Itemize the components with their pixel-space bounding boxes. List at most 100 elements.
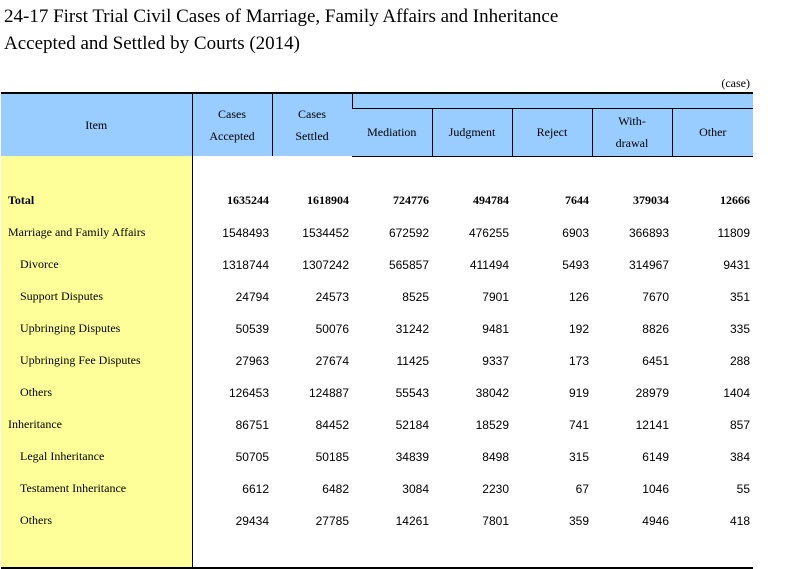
cell-mediation: 34839 — [395, 449, 429, 464]
header-withdrawal: With-drawal — [591, 108, 672, 157]
header-reject: Reject — [511, 108, 592, 157]
spacer-row-top — [1, 156, 753, 185]
cell-settled: 50185 — [315, 449, 349, 464]
cell-withdrawal: 314967 — [628, 257, 669, 272]
table-row: Divorce 1318744 1307242 565857 411494 5493 314… — [1, 248, 753, 281]
cell-other: 288 — [730, 353, 751, 368]
header-mediation: Mediation — [352, 108, 432, 157]
cell-judgment: 494784 — [473, 193, 509, 207]
cell-accepted: 1635244 — [227, 193, 269, 207]
cell-mediation: 3084 — [402, 481, 429, 496]
cell-withdrawal: 7670 — [642, 289, 669, 304]
cell-accepted: 1318744 — [222, 257, 269, 272]
cell-withdrawal: 6451 — [642, 353, 669, 368]
cell-settled: 1618904 — [307, 193, 349, 207]
cell-withdrawal: 379034 — [633, 193, 669, 207]
cell-accepted: 126453 — [228, 385, 269, 400]
cell-judgment: 7901 — [482, 289, 509, 304]
cell-settled: 84452 — [315, 417, 349, 432]
cell-judgment: 411494 — [469, 257, 509, 272]
cell-accepted: 50705 — [235, 449, 269, 464]
cell-withdrawal: 366893 — [628, 225, 669, 240]
cell-settled: 124887 — [308, 385, 349, 400]
cell-reject: 192 — [568, 321, 589, 336]
header-judgment: Judgment — [431, 108, 512, 157]
cell-other: 418 — [730, 513, 751, 528]
row-item-label: Others — [1, 504, 193, 537]
cell-reject: 919 — [568, 385, 589, 400]
cell-mediation: 672592 — [388, 225, 429, 240]
table-row: Inheritance 86751 84452 52184 18529 741 12141 8… — [1, 408, 753, 441]
cell-accepted: 6612 — [242, 481, 269, 496]
cell-withdrawal: 28979 — [635, 385, 669, 400]
cases-table: Item Cases Accepted Cases Settled Mediatio… — [1, 92, 754, 569]
cell-other: 335 — [730, 321, 751, 336]
cell-judgment: 8498 — [482, 449, 509, 464]
cell-mediation: 52184 — [395, 417, 429, 432]
header-cases-accepted: Cases Accepted — [191, 92, 272, 156]
cell-reject: 173 — [568, 353, 589, 368]
cell-settled: 1534452 — [302, 225, 349, 240]
table-title-line-1: 24-17 First Trial Civil Cases of Marriag… — [4, 6, 559, 27]
cell-judgment: 18529 — [475, 417, 509, 432]
cell-reject: 7644 — [565, 193, 589, 207]
cell-accepted: 86751 — [235, 417, 269, 432]
total-row: Total 1635244 1618904 724776 494784 7644 37903… — [1, 184, 753, 217]
cell-mediation: 14261 — [395, 513, 429, 528]
cell-other: 1404 — [723, 385, 751, 400]
cell-mediation: 55543 — [395, 385, 429, 400]
cell-judgment: 2230 — [482, 481, 509, 496]
cell-other: 11809 — [717, 225, 751, 240]
cell-other: 55 — [736, 481, 751, 496]
cell-settled: 6482 — [322, 481, 349, 496]
cell-withdrawal: 12141 — [635, 417, 669, 432]
cell-mediation: 565857 — [388, 257, 429, 272]
cell-withdrawal: 1046 — [642, 481, 669, 496]
cell-accepted: 24794 — [235, 289, 269, 304]
table-row: Testament Inheritance 6612 6482 3084 2230 67 1… — [1, 472, 753, 505]
table-row: Support Disputes 24794 24573 8525 7901 126 767… — [1, 280, 753, 313]
cell-judgment: 9481 — [482, 321, 509, 336]
cell-settled: 24573 — [315, 289, 349, 304]
table-row: Others 126453 124887 55543 38042 919 28979 1404 — [1, 376, 753, 409]
row-item-label: Support Disputes — [1, 280, 193, 313]
cell-settled: 27785 — [315, 513, 349, 528]
cell-withdrawal: 6149 — [642, 449, 669, 464]
cell-other: 351 — [730, 289, 751, 304]
cell-accepted: 27963 — [235, 353, 269, 368]
row-item-label: Upbringing Disputes — [1, 312, 193, 345]
cell-other: 12666 — [720, 193, 751, 207]
cell-reject: 741 — [568, 417, 589, 432]
cell-mediation: 8525 — [402, 289, 429, 304]
row-item-label: Marriage and Family Affairs — [1, 216, 193, 249]
cell-accepted: 50539 — [235, 321, 269, 336]
cell-other: 9431 — [723, 257, 751, 272]
row-item-label: Legal Inheritance — [1, 440, 193, 473]
header-other: Other — [671, 108, 754, 157]
cell-judgment: 476255 — [468, 225, 509, 240]
table-title-line-2: Accepted and Settled by Courts (2014) — [4, 33, 301, 54]
table-row: Upbringing Fee Disputes 27963 27674 11425 93… — [1, 344, 753, 377]
spacer-row-bottom — [1, 536, 754, 569]
cell-withdrawal: 4946 — [642, 513, 669, 528]
cell-settled: 50076 — [315, 321, 349, 336]
row-item-label: Others — [1, 376, 193, 409]
cell-judgment: 38042 — [475, 385, 509, 400]
cell-reject: 315 — [568, 449, 589, 464]
row-item-label: Total — [1, 184, 193, 217]
row-item-label: Divorce — [1, 248, 193, 281]
cell-settled: 1307242 — [302, 257, 349, 272]
table-row: Upbringing Disputes 50539 50076 31242 9481 19… — [1, 312, 753, 345]
header-item: Item — [1, 92, 192, 156]
unit-label: (case) — [721, 76, 750, 90]
cell-settled: 27674 — [315, 353, 349, 368]
cell-judgment: 9337 — [482, 353, 509, 368]
cell-mediation: 11425 — [396, 353, 429, 368]
row-item-label: Upbringing Fee Disputes — [1, 344, 193, 377]
cell-mediation: 724776 — [393, 193, 429, 207]
table-row: Legal Inheritance 50705 50185 34839 8498 315 6… — [1, 440, 753, 473]
cell-reject: 5493 — [562, 257, 589, 272]
cell-reject: 126 — [568, 289, 589, 304]
cell-judgment: 7801 — [482, 513, 509, 528]
cell-accepted: 1548493 — [222, 225, 269, 240]
